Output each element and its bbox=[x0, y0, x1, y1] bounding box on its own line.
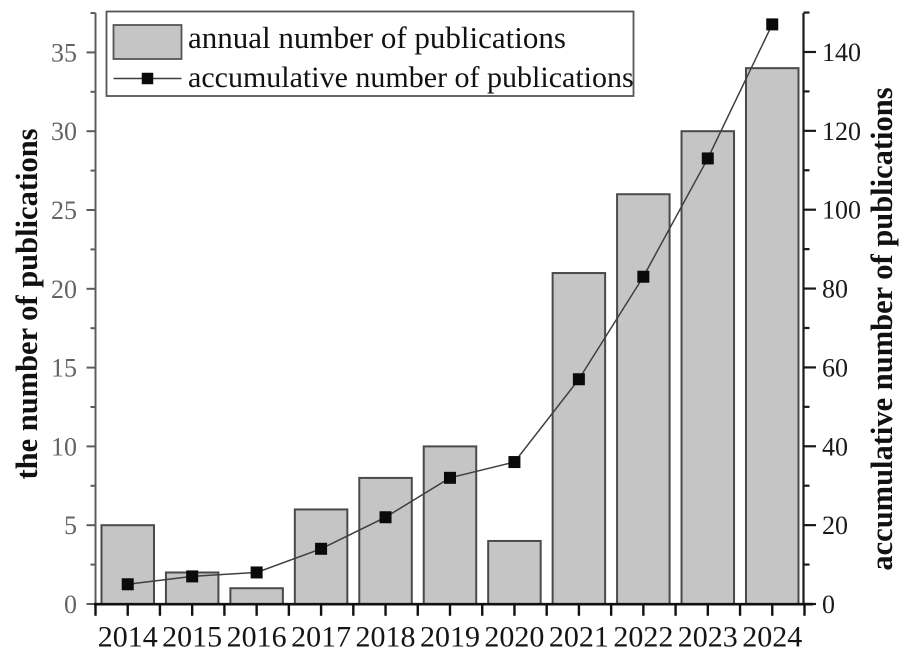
svg-text:30: 30 bbox=[51, 117, 77, 146]
svg-text:0: 0 bbox=[822, 590, 835, 619]
svg-text:35: 35 bbox=[51, 38, 77, 67]
svg-text:accumulative number of publica: accumulative number of publications bbox=[865, 87, 899, 570]
svg-text:25: 25 bbox=[51, 196, 77, 225]
svg-text:annual number of publications: annual number of publications bbox=[188, 20, 566, 55]
svg-text:5: 5 bbox=[64, 511, 77, 540]
svg-text:the number of publications: the number of publications bbox=[10, 128, 44, 479]
svg-text:2022: 2022 bbox=[613, 621, 673, 654]
svg-text:2017: 2017 bbox=[291, 621, 351, 654]
svg-text:15: 15 bbox=[51, 354, 77, 383]
svg-text:2014: 2014 bbox=[98, 621, 158, 654]
svg-text:2015: 2015 bbox=[162, 621, 222, 654]
svg-text:140: 140 bbox=[822, 38, 861, 67]
svg-text:2024: 2024 bbox=[742, 621, 802, 654]
svg-text:100: 100 bbox=[822, 196, 861, 225]
svg-text:120: 120 bbox=[822, 117, 861, 146]
svg-text:accumulative number of publica: accumulative number of publications bbox=[188, 61, 634, 94]
svg-text:40: 40 bbox=[822, 432, 848, 461]
svg-text:10: 10 bbox=[51, 432, 77, 461]
svg-text:2021: 2021 bbox=[549, 621, 609, 654]
svg-text:0: 0 bbox=[64, 590, 77, 619]
svg-text:60: 60 bbox=[822, 353, 848, 382]
svg-text:2020: 2020 bbox=[484, 621, 544, 654]
svg-text:20: 20 bbox=[822, 511, 848, 540]
svg-text:2018: 2018 bbox=[356, 621, 416, 654]
svg-text:80: 80 bbox=[822, 275, 848, 304]
svg-text:2016: 2016 bbox=[227, 621, 287, 654]
svg-text:2019: 2019 bbox=[420, 621, 480, 654]
svg-text:20: 20 bbox=[51, 275, 77, 304]
svg-text:2023: 2023 bbox=[678, 621, 738, 654]
